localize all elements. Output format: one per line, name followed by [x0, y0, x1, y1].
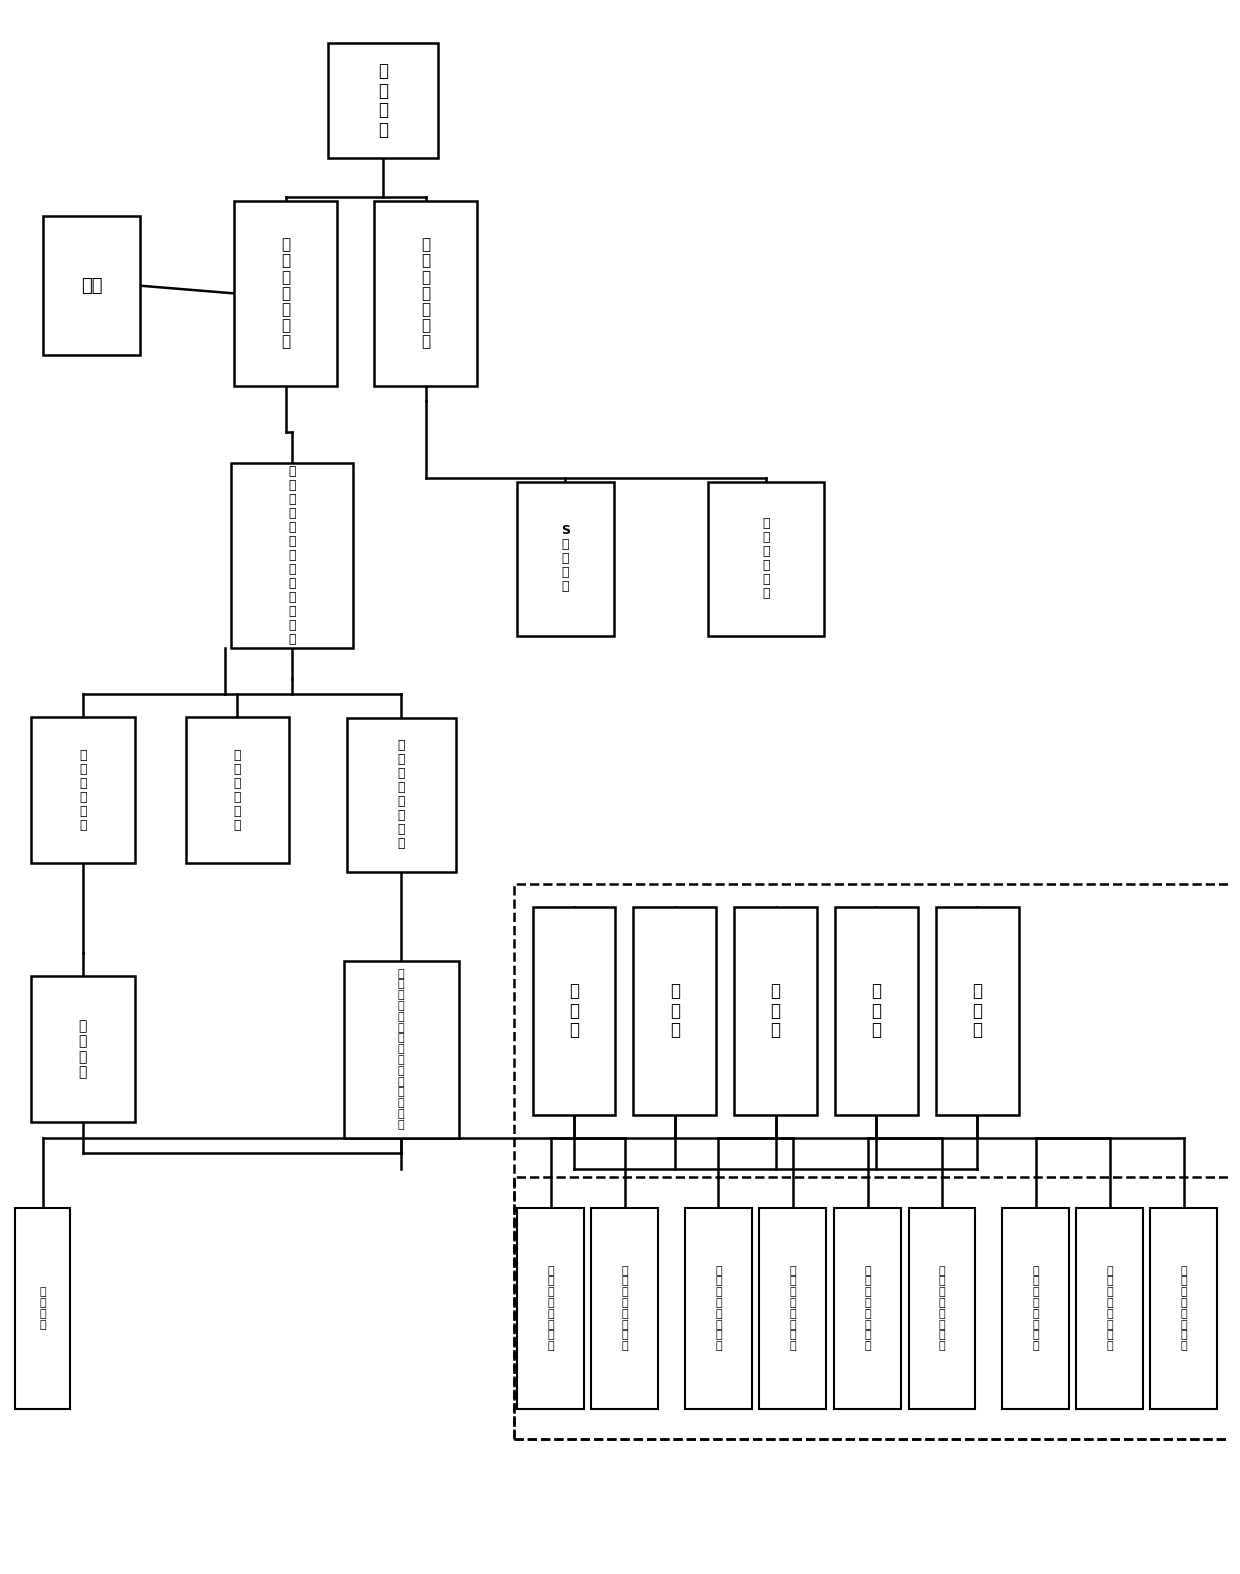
Text: 带
内
管
理
子
模
块: 带 内 管 理 子 模 块: [422, 238, 430, 349]
Bar: [343, 960, 459, 1138]
Bar: [31, 976, 134, 1122]
Bar: [15, 1209, 71, 1409]
Text: 采
集
单
元
变
电
站
待: 采 集 单 元 变 电 站 待: [1106, 1265, 1114, 1350]
Bar: [532, 907, 615, 1114]
Bar: [591, 1209, 658, 1409]
Text: 分
频
器: 分 频 器: [670, 982, 680, 1039]
Text: 采
集
单
元
变
电
站
待: 采 集 单 元 变 电 站 待: [547, 1265, 554, 1350]
Bar: [835, 1209, 901, 1409]
Bar: [515, 1177, 1240, 1440]
Text: 理
数
据
采
集
能
模
块
数
字
远
程
集
中
管: 理 数 据 采 集 能 模 块 数 字 远 程 集 中 管: [398, 968, 404, 1130]
Text: 采
集
单
元
变
电
站
待: 采 集 单 元 变 电 站 待: [621, 1265, 629, 1350]
Text: 采
集
单
元
变
电
站
待: 采 集 单 元 变 电 站 待: [939, 1265, 945, 1350]
Bar: [909, 1209, 976, 1409]
Bar: [515, 885, 1240, 1440]
Text: 用户: 用户: [81, 277, 102, 294]
Text: 分
频
器: 分 频 器: [972, 982, 982, 1039]
Bar: [708, 482, 823, 636]
Text: 采
集
单
元
变
电
站
待: 采 集 单 元 变 电 站 待: [715, 1265, 722, 1350]
Text: S
参
测
量
器: S 参 测 量 器: [560, 524, 570, 593]
Bar: [42, 216, 140, 356]
Bar: [835, 907, 918, 1114]
Bar: [346, 718, 456, 872]
Bar: [634, 907, 715, 1114]
Text: 采
集
单
元
变
电
站
待: 采 集 单 元 变 电 站 待: [1180, 1265, 1187, 1350]
Text: 分
频
器: 分 频 器: [569, 982, 579, 1039]
Text: 数
字
式
交
换
机: 数 字 式 交 换 机: [233, 749, 241, 831]
Bar: [186, 716, 289, 864]
Bar: [1151, 1209, 1218, 1409]
Text: 采
集
单
元
变
电
站
待: 采 集 单 元 变 电 站 待: [789, 1265, 796, 1350]
Text: 传
输
模
块
网
络
信
号: 传 输 模 块 网 络 信 号: [398, 740, 405, 850]
Text: 采
集
单
元
变
电
站
待: 采 集 单 元 变 电 站 待: [1032, 1265, 1039, 1350]
Text: 分
频
器: 分 频 器: [770, 982, 780, 1039]
Bar: [759, 1209, 826, 1409]
Text: 电
质
管
理
模
块: 电 质 管 理 模 块: [763, 518, 770, 600]
Text: 带
外
管
理
子
模
块: 带 外 管 理 子 模 块: [281, 238, 290, 349]
Text: 自
动
化
服
务
器
变
电
站
站
内
主
机: 自 动 化 服 务 器 变 电 站 站 内 主 机: [288, 466, 295, 645]
Bar: [517, 1209, 584, 1409]
Text: 分
频
器: 分 频 器: [872, 982, 882, 1039]
Text: 变
电
站
待: 变 电 站 待: [40, 1288, 46, 1330]
Bar: [234, 201, 337, 386]
Bar: [734, 907, 817, 1114]
Text: 串
口
模
块: 串 口 模 块: [78, 1020, 87, 1078]
Text: 数
据
存
储
模
块: 数 据 存 储 模 块: [79, 749, 87, 831]
Bar: [374, 201, 477, 386]
Bar: [1076, 1209, 1143, 1409]
Bar: [231, 463, 352, 648]
Text: 采
集
单
元
变
电
站
待: 采 集 单 元 变 电 站 待: [864, 1265, 872, 1350]
Text: 通
讯
模
块: 通 讯 模 块: [378, 63, 388, 139]
Bar: [517, 482, 614, 636]
Bar: [684, 1209, 751, 1409]
Bar: [1002, 1209, 1069, 1409]
Bar: [936, 907, 1018, 1114]
Bar: [31, 716, 134, 864]
Bar: [329, 42, 438, 159]
